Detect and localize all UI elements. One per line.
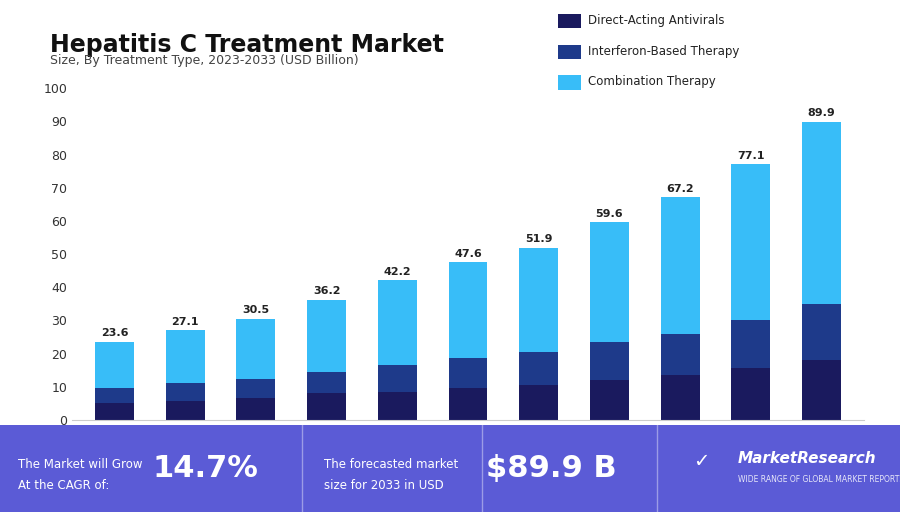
Text: 51.9: 51.9 [525, 234, 553, 244]
Text: 89.9: 89.9 [807, 109, 835, 118]
Text: 67.2: 67.2 [666, 184, 694, 194]
Text: The forecasted market: The forecasted market [324, 458, 458, 471]
Text: 42.2: 42.2 [383, 267, 411, 276]
Text: Size, By Treatment Type, 2023-2033 (USD Billion): Size, By Treatment Type, 2023-2033 (USD … [50, 54, 358, 67]
Text: Combination Therapy: Combination Therapy [588, 75, 716, 89]
Bar [166, 330, 204, 383]
Bar [307, 372, 346, 393]
Text: 14.7%: 14.7% [153, 454, 259, 483]
Bar [307, 300, 346, 372]
Text: 30.5: 30.5 [242, 305, 269, 315]
Bar [378, 392, 417, 420]
Text: 27.1: 27.1 [171, 316, 199, 327]
Bar [307, 393, 346, 420]
Bar [448, 358, 488, 388]
Bar [448, 262, 488, 358]
Bar [519, 385, 558, 420]
Text: MarketResearch: MarketResearch [738, 451, 877, 465]
FancyBboxPatch shape [0, 425, 900, 512]
Text: 23.6: 23.6 [101, 328, 128, 338]
Bar [590, 342, 629, 380]
Text: Direct-Acting Antivirals: Direct-Acting Antivirals [588, 14, 724, 27]
Bar [448, 388, 488, 420]
Text: Hepatitis C Treatment Market: Hepatitis C Treatment Market [50, 33, 444, 57]
Bar [237, 379, 275, 398]
Bar [802, 122, 841, 304]
Bar [661, 197, 699, 334]
Bar [166, 400, 204, 420]
Text: 36.2: 36.2 [313, 287, 340, 296]
Bar [661, 334, 699, 375]
Text: ✓: ✓ [693, 452, 709, 471]
Bar [95, 388, 134, 403]
Bar [661, 375, 699, 420]
Text: 59.6: 59.6 [596, 209, 623, 219]
Bar [519, 352, 558, 385]
Text: $89.9 B: $89.9 B [486, 454, 617, 483]
Text: 77.1: 77.1 [737, 151, 765, 161]
Bar [519, 248, 558, 352]
Bar [95, 342, 134, 388]
Bar [378, 280, 417, 365]
Text: Interferon-Based Therapy: Interferon-Based Therapy [588, 45, 739, 58]
Bar [732, 164, 770, 321]
Bar [237, 318, 275, 379]
Bar [802, 304, 841, 360]
Text: WIDE RANGE OF GLOBAL MARKET REPORTS: WIDE RANGE OF GLOBAL MARKET REPORTS [738, 475, 900, 484]
Text: 47.6: 47.6 [454, 249, 482, 259]
Bar [732, 369, 770, 420]
Bar [732, 321, 770, 369]
Bar [378, 365, 417, 392]
Bar [590, 222, 629, 342]
Text: The Market will Grow: The Market will Grow [18, 458, 142, 471]
Bar [237, 398, 275, 420]
Text: At the CAGR of:: At the CAGR of: [18, 479, 110, 493]
Bar [95, 403, 134, 420]
Bar [802, 360, 841, 420]
Text: size for 2033 in USD: size for 2033 in USD [324, 479, 444, 493]
Bar [166, 383, 204, 400]
Bar [590, 380, 629, 420]
